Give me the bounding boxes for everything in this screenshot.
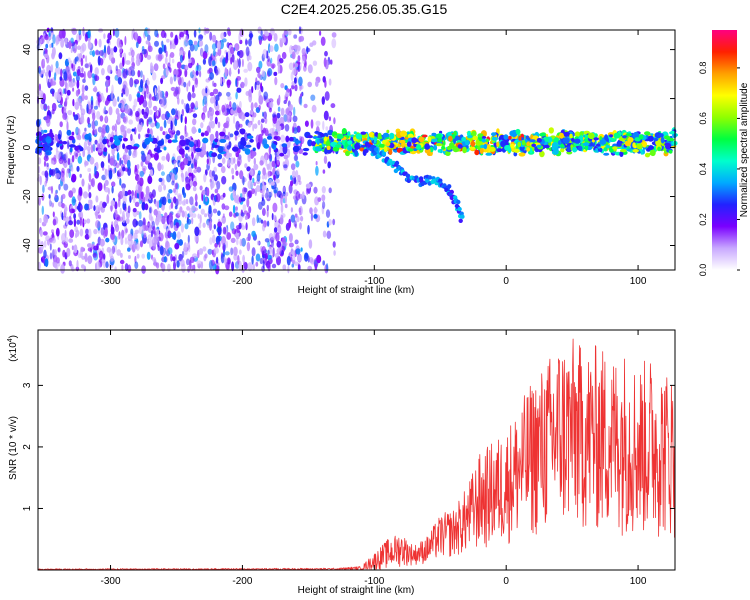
colorbar-tick-label: 0.8 [698,62,708,75]
snr-y-ticks: 1 2 3 [22,382,675,511]
figure-title: C2E4.2025.256.05.35.G15 [281,1,448,17]
x-tick-label: -300 [101,276,121,287]
y-tick-label: 20 [22,93,33,105]
spectrogram-x-label: Height of straight line (km) [298,285,415,296]
colorbar: 0.0 0.2 0.4 0.6 0.8 Normalized spectral ampl… [698,30,750,276]
y-tick-label: 1 [22,505,33,511]
x-tick-label: 0 [503,576,509,587]
colorbar-gradient [712,30,737,270]
x-tick-label: -100 [364,576,384,587]
y-tick-label: -40 [22,238,33,253]
x-tick-label: 100 [630,276,647,287]
snr-panel: -300 -200 -100 0 100 1 2 3 Height of straight … [7,329,676,596]
x-tick-label: -300 [101,576,121,587]
snr-y-scale-label: (x104) [7,335,19,362]
snr-frame [37,329,676,571]
x-tick-label: -200 [232,576,252,587]
colorbar-label: Normalized spectral amplitude [739,82,750,217]
y-tick-label: 40 [22,44,33,56]
spectrogram-frame [37,29,676,271]
x-tick-label: -100 [364,276,384,287]
colorbar-tick-label: 0.6 [698,112,708,125]
colorbar-ticks: 0.0 0.2 0.4 0.6 0.8 [698,62,740,277]
colorbar-tick-label: 0.2 [698,213,708,226]
y-tick-label: 3 [22,382,33,388]
snr-x-label: Height of straight line (km) [298,585,415,596]
snr-y-label: SNR (10 * v/v) [8,416,19,480]
spectrogram-y-ticks: -40 -20 0 20 40 [22,44,675,253]
spectrogram-signal-band [35,127,679,158]
spectrogram-noise-layer [36,26,337,275]
y-tick-label: 2 [22,444,33,450]
spectrogram-dip-track [364,143,465,223]
y-tick-label: 0 [22,144,33,150]
spectrogram-x-ticks: -300 -200 -100 0 100 [101,30,647,287]
y-tick-label: -20 [22,189,33,204]
x-tick-label: 100 [630,576,647,587]
snr-x-ticks: -300 -200 -100 0 100 [101,330,647,587]
colorbar-tick-label: 0.4 [698,163,708,176]
x-tick-label: 0 [503,276,509,287]
colorbar-tick-label: 0.0 [698,264,708,277]
x-tick-label: -200 [232,276,252,287]
spectrogram-y-label: Frequency (Hz) [6,116,17,185]
